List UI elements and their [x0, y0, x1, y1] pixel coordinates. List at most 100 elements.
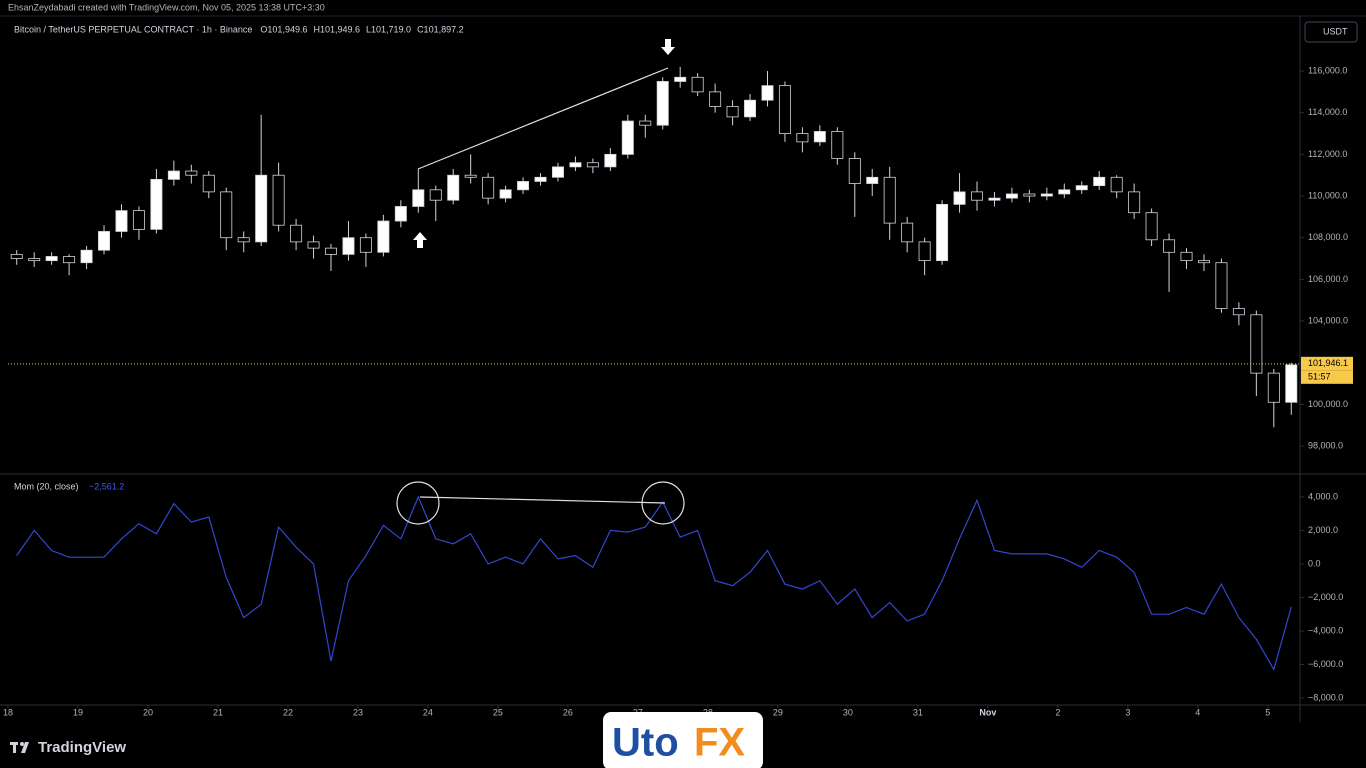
candle-body [1128, 191, 1141, 214]
candle-body [551, 166, 564, 178]
candle-body [1163, 239, 1176, 253]
candle-body [936, 203, 949, 262]
candle-body [447, 174, 460, 201]
trend-line [417, 67, 669, 170]
symbol-title: Bitcoin / TetherUS PERPETUAL CONTRACT · … [14, 24, 252, 34]
candle-body [1023, 193, 1036, 197]
candle-body [534, 176, 547, 182]
y-tick-label: −4,000.0 [1308, 625, 1343, 635]
candle-body [621, 120, 634, 155]
candle-body [132, 210, 145, 230]
candle-body [971, 191, 983, 201]
y-tick-label: 116,000.0 [1308, 65, 1347, 75]
currency[interactable]: USDT [1323, 26, 1348, 36]
y-tick-label: −6,000.0 [1308, 659, 1343, 669]
y-tick-label: 106,000.0 [1308, 274, 1348, 284]
candle-body [744, 99, 757, 118]
candle-body [761, 85, 774, 101]
down-arrow [661, 39, 675, 55]
candle-body [569, 162, 582, 168]
candle-body [656, 81, 669, 126]
watermark-right: FX [694, 721, 745, 765]
y-tick-label: 98,000.0 [1308, 440, 1343, 450]
ohlc-legend: O101,949.6 H101,949.6 L101,719.0 C101,897.2 [260, 24, 463, 34]
candle-body [499, 189, 512, 199]
x-tick-label: 29 [773, 707, 783, 717]
candle-body [412, 189, 425, 207]
candle-body [63, 256, 76, 264]
candle-body [1197, 260, 1210, 264]
x-tick-label: 4 [1195, 707, 1200, 717]
x-tick-label: 18 [3, 707, 13, 717]
candle-body [1250, 314, 1263, 374]
candle-body [691, 76, 704, 93]
candle-body [866, 176, 879, 184]
candle-body [185, 170, 198, 176]
y-tick-label: 2,000.0 [1308, 525, 1338, 535]
candle-body [988, 197, 1001, 201]
candle-body [290, 224, 303, 243]
candle-body [394, 206, 407, 222]
candle-body [517, 181, 530, 191]
candle-body [464, 174, 477, 178]
candle-body [429, 189, 442, 201]
candle-body [342, 237, 355, 255]
brand: TradingView [38, 739, 126, 756]
candle-body [813, 131, 826, 143]
candle-body [98, 231, 111, 251]
candle-body [1232, 308, 1245, 316]
candle-body [1093, 176, 1106, 187]
x-tick-label: Nov [979, 707, 996, 717]
divergence-line [419, 496, 666, 504]
candle-body [901, 222, 914, 243]
current-price-label: 101,946.1 [1308, 358, 1348, 368]
candle-body [325, 247, 337, 255]
candle-body [674, 76, 687, 82]
candle-body [1005, 193, 1018, 199]
x-tick-label: 30 [843, 707, 853, 717]
candle-body [272, 174, 285, 226]
candle-body [377, 220, 390, 253]
candle-body [202, 174, 215, 193]
x-tick-label: 2 [1055, 707, 1060, 717]
x-tick-label: 5 [1265, 707, 1270, 717]
x-tick-label: 19 [73, 707, 83, 717]
marks: 98,000.0100,000.0102,000.0104,000.0106,0… [3, 65, 1353, 717]
candle-body [45, 256, 58, 262]
candle-body [307, 241, 320, 249]
x-tick-label: 25 [493, 707, 503, 717]
candle-body [831, 131, 844, 159]
y-tick-label: −2,000.0 [1308, 592, 1343, 602]
candle-body [359, 237, 372, 253]
x-tick-label: 21 [213, 707, 223, 717]
countdown-box [1301, 370, 1353, 384]
x-tick-label: 24 [423, 707, 433, 717]
candle-body [1285, 364, 1298, 403]
countdown: 51:57 [1308, 372, 1331, 382]
y-tick-label: 4,000.0 [1308, 491, 1338, 501]
candle-body [796, 133, 809, 143]
y-tick-label: 108,000.0 [1308, 232, 1348, 242]
candle-body [726, 106, 739, 118]
x-tick-label: 26 [563, 707, 573, 717]
x-tick-label: 31 [913, 707, 923, 717]
candle-body [1040, 193, 1053, 197]
y-tick-label: 114,000.0 [1308, 107, 1347, 117]
watermark: Uto FX [603, 712, 763, 768]
candle-body [604, 153, 617, 168]
momentum-line [16, 495, 1292, 672]
brand-logo [10, 742, 29, 753]
candle-body [237, 237, 250, 243]
y-tick-label: 0.0 [1308, 558, 1321, 568]
candle-body [1075, 185, 1088, 191]
candle-body [778, 85, 791, 134]
candle-body [1110, 176, 1123, 193]
candle-body [1145, 212, 1158, 241]
watermark-left: Uto [612, 721, 679, 765]
candle-body [709, 91, 722, 107]
currency-button[interactable] [1304, 21, 1358, 43]
candle-body [918, 241, 931, 262]
candle-body [1215, 262, 1228, 309]
